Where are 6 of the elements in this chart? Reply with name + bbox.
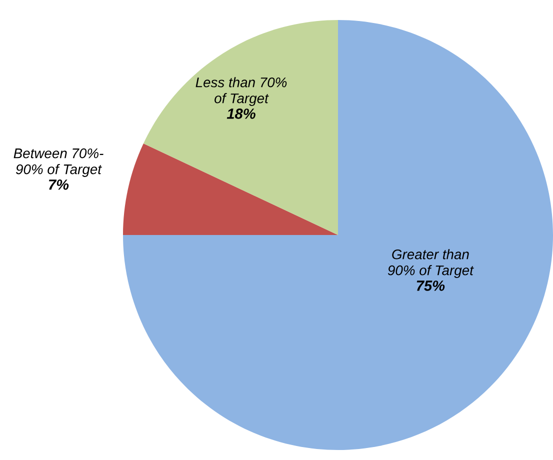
data-label: 7% bbox=[48, 180, 69, 190]
slice-label: Greater than 90% of Target bbox=[388, 249, 474, 278]
data-label: 18% bbox=[226, 108, 256, 119]
data-label: 75% bbox=[416, 280, 445, 291]
slice-label: Between 70%- 90% of Target bbox=[14, 148, 104, 177]
slice-label: Less than 70% of Target bbox=[196, 77, 287, 106]
